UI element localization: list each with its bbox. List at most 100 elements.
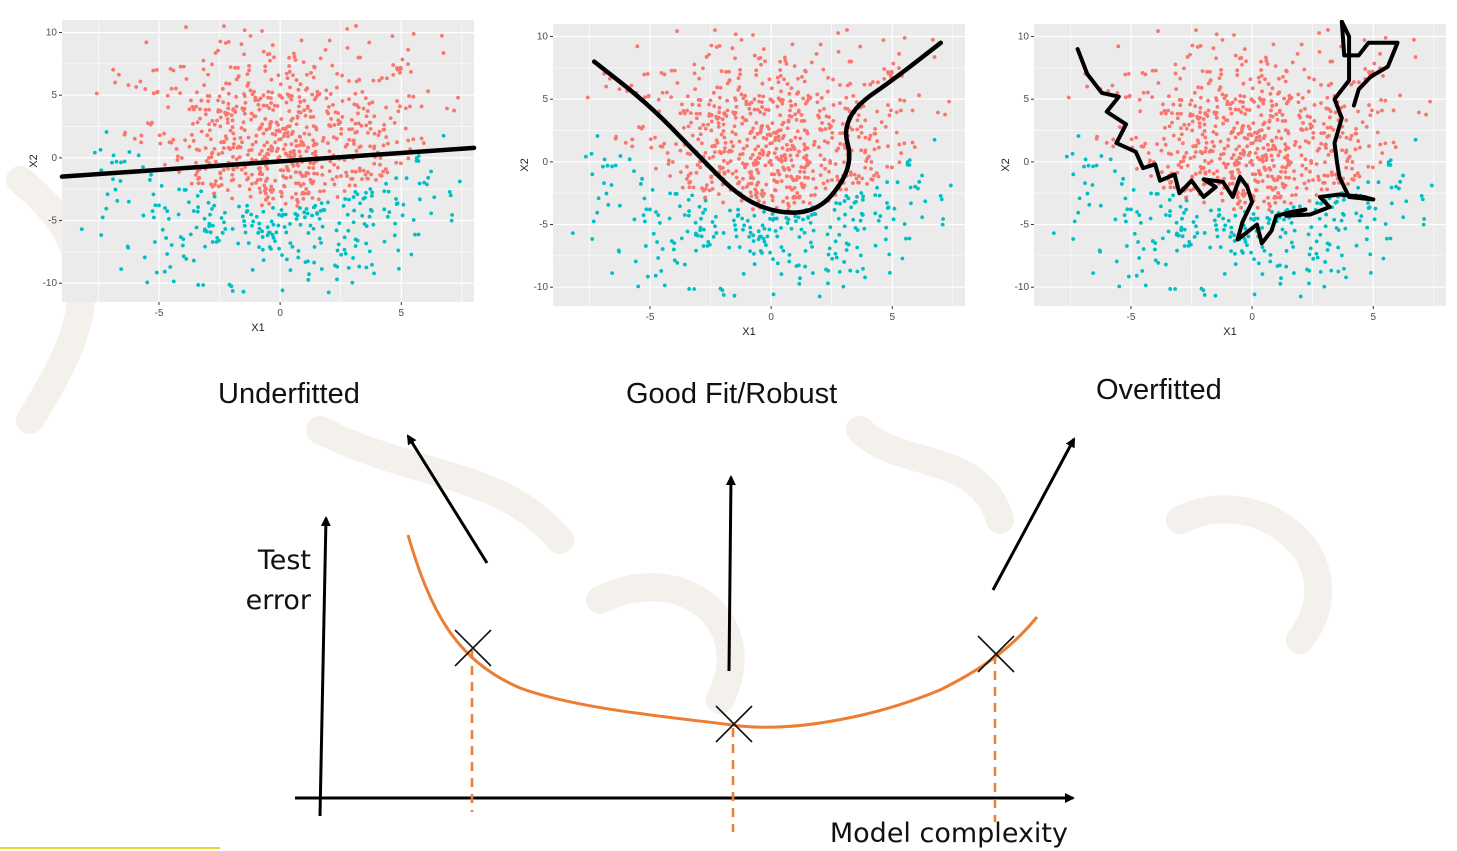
point-class-a xyxy=(760,100,764,105)
point-class-b xyxy=(202,216,207,221)
point-class-a xyxy=(325,141,330,146)
point-class-a xyxy=(327,149,332,154)
point-class-b xyxy=(1108,157,1113,162)
point-class-a xyxy=(1276,175,1281,179)
point-class-a xyxy=(678,170,683,175)
point-class-a xyxy=(803,69,808,74)
point-class-b xyxy=(1175,248,1179,253)
point-class-a xyxy=(190,104,195,109)
point-class-a xyxy=(1304,127,1309,131)
point-class-b xyxy=(142,255,147,260)
point-class-a xyxy=(877,145,881,150)
point-class-a xyxy=(1200,69,1205,74)
point-class-a xyxy=(336,111,340,116)
point-class-a xyxy=(1264,58,1269,63)
point-class-a xyxy=(789,86,794,91)
point-class-b xyxy=(207,224,212,229)
point-class-a xyxy=(843,146,847,150)
point-class-b xyxy=(1167,197,1172,202)
point-class-a xyxy=(257,152,262,157)
point-class-a xyxy=(804,129,809,134)
point-class-b xyxy=(772,216,776,221)
point-class-b xyxy=(834,201,839,205)
point-class-a xyxy=(1174,87,1179,92)
point-class-b xyxy=(1119,182,1124,186)
point-class-b xyxy=(781,248,786,253)
point-class-a xyxy=(734,169,739,174)
point-class-a xyxy=(730,171,735,176)
point-class-b xyxy=(409,252,414,257)
point-class-a xyxy=(248,33,253,38)
point-class-b xyxy=(736,207,741,212)
point-class-b xyxy=(1325,248,1330,252)
point-class-a xyxy=(786,119,791,124)
point-class-a xyxy=(350,127,355,131)
point-class-a xyxy=(804,153,809,158)
point-class-b xyxy=(393,221,398,226)
point-class-a xyxy=(226,111,230,116)
point-class-b xyxy=(1357,218,1362,223)
point-class-a xyxy=(377,129,382,134)
point-class-a xyxy=(1200,132,1205,137)
point-class-a xyxy=(1282,185,1287,190)
point-class-a xyxy=(304,187,309,191)
point-class-a xyxy=(398,161,403,166)
point-class-b xyxy=(711,234,716,239)
point-class-a xyxy=(1285,153,1290,158)
point-class-b xyxy=(1401,215,1406,220)
point-class-a xyxy=(347,127,352,132)
point-class-b xyxy=(1182,244,1187,248)
point-class-a xyxy=(1226,144,1230,148)
point-class-a xyxy=(1351,177,1356,182)
point-class-b xyxy=(1178,204,1183,209)
point-class-a xyxy=(201,58,206,63)
point-class-a xyxy=(849,59,854,64)
point-class-a xyxy=(285,130,290,135)
point-class-a xyxy=(1237,144,1241,149)
x-tick-label: 0 xyxy=(277,308,283,319)
point-class-a xyxy=(747,170,752,175)
point-class-a xyxy=(773,138,777,143)
point-class-a xyxy=(1276,129,1281,134)
point-class-a xyxy=(134,85,139,89)
point-class-a xyxy=(1259,73,1264,78)
point-class-a xyxy=(1267,119,1272,124)
point-class-a xyxy=(194,104,199,109)
point-class-b xyxy=(731,218,736,223)
point-class-a xyxy=(1095,134,1099,139)
point-class-b xyxy=(368,207,373,212)
point-class-a xyxy=(1268,114,1273,118)
point-class-a xyxy=(364,123,369,128)
point-class-b xyxy=(714,231,719,235)
point-class-a xyxy=(378,162,382,167)
point-class-a xyxy=(1199,85,1204,90)
point-class-a xyxy=(1193,143,1198,148)
point-class-a xyxy=(239,167,244,172)
point-class-a xyxy=(1134,135,1138,140)
point-class-a xyxy=(772,151,777,156)
point-class-a xyxy=(865,182,869,186)
point-class-b xyxy=(732,293,737,298)
point-class-b xyxy=(1137,213,1142,217)
point-class-a xyxy=(741,146,746,151)
point-class-a xyxy=(1347,154,1352,159)
point-class-b xyxy=(449,218,454,223)
point-class-b xyxy=(742,223,747,228)
point-class-a xyxy=(754,68,759,73)
point-class-a xyxy=(828,158,832,163)
point-class-a xyxy=(263,64,268,69)
point-class-b xyxy=(1359,214,1364,218)
point-class-a xyxy=(1300,163,1305,168)
point-class-a xyxy=(398,70,402,75)
point-class-a xyxy=(1380,108,1384,113)
point-class-b xyxy=(648,207,652,212)
point-class-a xyxy=(188,98,193,103)
point-class-a xyxy=(727,69,731,74)
point-class-a xyxy=(1190,113,1195,117)
point-class-b xyxy=(1245,243,1249,248)
point-class-b xyxy=(1202,231,1207,235)
point-class-a xyxy=(1293,192,1298,197)
point-class-a xyxy=(1241,105,1246,109)
point-class-a xyxy=(363,96,368,101)
point-class-a xyxy=(1244,59,1248,64)
